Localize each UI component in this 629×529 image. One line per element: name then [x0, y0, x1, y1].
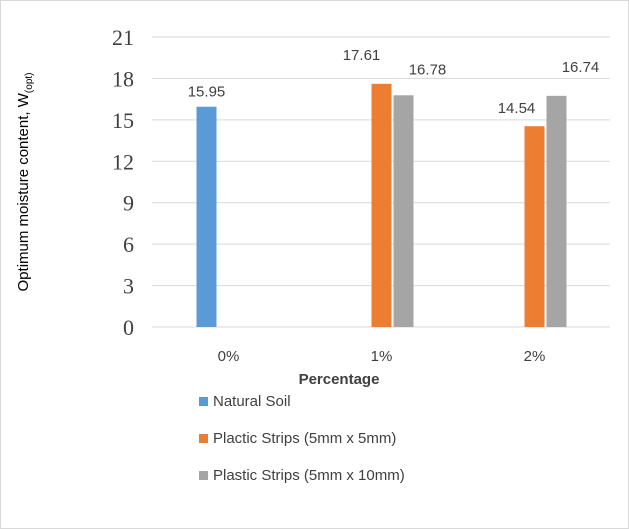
y-tick-label: 12: [112, 149, 134, 174]
x-tick-label: 1%: [371, 348, 393, 365]
x-tick-label: 2%: [524, 348, 546, 365]
y-axis-title-subscript: (opt): [24, 73, 35, 94]
y-tick-label: 15: [112, 108, 134, 133]
legend-swatch: [199, 397, 208, 406]
x-axis-ticks: 0% 1% 2%: [218, 348, 546, 365]
y-axis-title: Optimum moisture content, W(opt): [15, 73, 35, 292]
y-tick-label: 3: [123, 274, 134, 299]
x-axis-title: Percentage: [299, 371, 380, 388]
y-axis-title-main: Optimum moisture content, W: [15, 92, 32, 291]
bar: [546, 95, 567, 327]
legend-label: Plastic Strips (5mm x 10mm): [213, 467, 405, 484]
y-axis-ticks: 0 3 6 9 12 15 18 21: [112, 25, 134, 340]
legend: Natural Soil Plactic Strips (5mm x 5mm) Pl…: [199, 393, 405, 484]
bar: [196, 106, 217, 327]
bar: [371, 83, 392, 327]
x-tick-label: 0%: [218, 348, 240, 365]
bar: [393, 95, 414, 328]
legend-swatch: [199, 471, 208, 480]
data-label: 16.74: [562, 59, 600, 76]
data-label: 14.54: [498, 100, 536, 117]
bars: [196, 83, 567, 328]
y-tick-label: 6: [123, 232, 134, 257]
data-label: 16.78: [409, 61, 447, 78]
data-label: 15.95: [188, 84, 226, 101]
y-tick-label: 9: [123, 191, 134, 216]
bar: [524, 126, 545, 327]
legend-label: Natural Soil: [213, 393, 291, 410]
data-label: 17.61: [343, 47, 381, 64]
legend-swatch: [199, 434, 208, 443]
y-tick-label: 0: [123, 315, 134, 340]
y-tick-label: 18: [112, 66, 134, 91]
y-tick-label: 21: [112, 25, 134, 50]
data-labels: 15.95 17.61 16.78 14.54 16.74: [188, 47, 600, 117]
legend-label: Plactic Strips (5mm x 5mm): [213, 430, 396, 447]
